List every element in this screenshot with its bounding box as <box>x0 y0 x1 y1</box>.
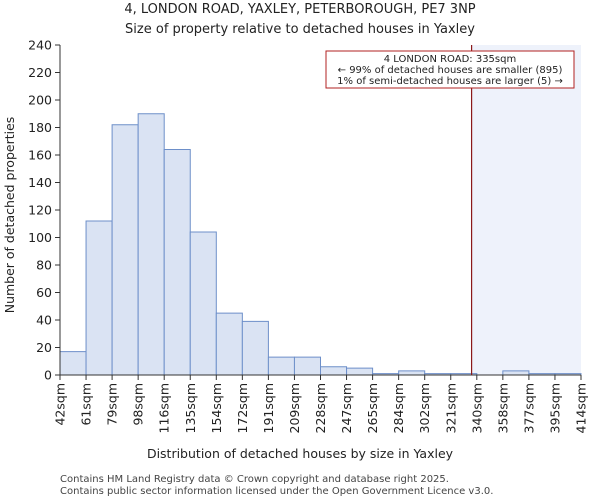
bar-247sqm <box>346 367 374 376</box>
x-tick-label: 414sqm <box>574 383 589 433</box>
y-tick-label: 240 <box>28 38 52 53</box>
x-tick-label: 265sqm <box>365 383 380 433</box>
y-tick-label: 20 <box>36 340 52 355</box>
x-tick-label: 321sqm <box>443 383 458 433</box>
bar-358sqm <box>502 370 530 376</box>
x-axis-label: Distribution of detached houses by size … <box>147 446 454 461</box>
bar-154sqm <box>215 312 243 376</box>
bar-172sqm <box>241 320 269 376</box>
bar-42sqm <box>59 351 87 376</box>
y-tick-label: 200 <box>28 93 52 108</box>
annotation-larger: 1% of semi-detached houses are larger (5… <box>337 76 563 87</box>
x-tick-label: 154sqm <box>209 383 224 433</box>
y-tick-label: 140 <box>28 175 52 190</box>
y-tick-label: 80 <box>36 258 52 273</box>
x-tick-label: 228sqm <box>313 383 328 433</box>
footer-line2: Contains public sector information licen… <box>60 486 493 497</box>
bar-228sqm <box>320 366 348 376</box>
y-tick-label: 220 <box>28 65 52 80</box>
x-tick-label: 191sqm <box>261 383 276 433</box>
y-tick-label: 180 <box>28 120 52 135</box>
highlight-region <box>471 45 581 375</box>
bar-284sqm <box>398 370 426 376</box>
x-tick-label: 116sqm <box>157 383 172 433</box>
bar-79sqm <box>111 124 139 376</box>
x-tick-label: 284sqm <box>391 383 406 433</box>
y-tick-label: 0 <box>44 368 52 383</box>
x-tick-label: 42sqm <box>53 383 68 426</box>
x-tick-label: 61sqm <box>79 383 94 426</box>
x-tick-label: 209sqm <box>287 383 302 433</box>
chart-title-line1: 4, LONDON ROAD, YAXLEY, PETERBOROUGH, PE… <box>124 2 475 17</box>
bar-116sqm <box>163 149 191 376</box>
bar-61sqm <box>85 220 113 376</box>
x-tick-label: 247sqm <box>339 383 354 433</box>
bar-191sqm <box>267 356 295 376</box>
annotation-title: 4 LONDON ROAD: 335sqm <box>384 54 516 65</box>
x-tick-label: 302sqm <box>417 383 432 433</box>
x-tick-label: 358sqm <box>495 383 510 433</box>
x-tick-label: 340sqm <box>469 383 484 433</box>
y-tick-label: 60 <box>36 285 52 300</box>
annotation-smaller: ← 99% of detached houses are smaller (89… <box>338 65 563 76</box>
bar-135sqm <box>189 231 217 376</box>
x-tick-label: 377sqm <box>521 383 536 433</box>
y-tick-label: 100 <box>28 230 52 245</box>
x-tick-label: 395sqm <box>547 383 562 433</box>
bar-209sqm <box>293 356 322 376</box>
y-tick-label: 120 <box>28 203 52 218</box>
annotation-box <box>325 50 575 89</box>
x-tick-label: 172sqm <box>235 383 250 433</box>
y-tick-label: 160 <box>28 148 52 163</box>
x-tick-label: 135sqm <box>183 383 198 433</box>
footer-line1: Contains HM Land Registry data © Crown c… <box>60 474 449 485</box>
bar-98sqm <box>137 113 165 376</box>
chart-title-line2: Size of property relative to detached ho… <box>125 22 475 37</box>
y-axis-label: Number of detached properties <box>2 117 17 314</box>
x-tick-label: 98sqm <box>131 383 146 426</box>
x-tick-label: 79sqm <box>105 383 120 426</box>
y-tick-label: 40 <box>36 313 52 328</box>
